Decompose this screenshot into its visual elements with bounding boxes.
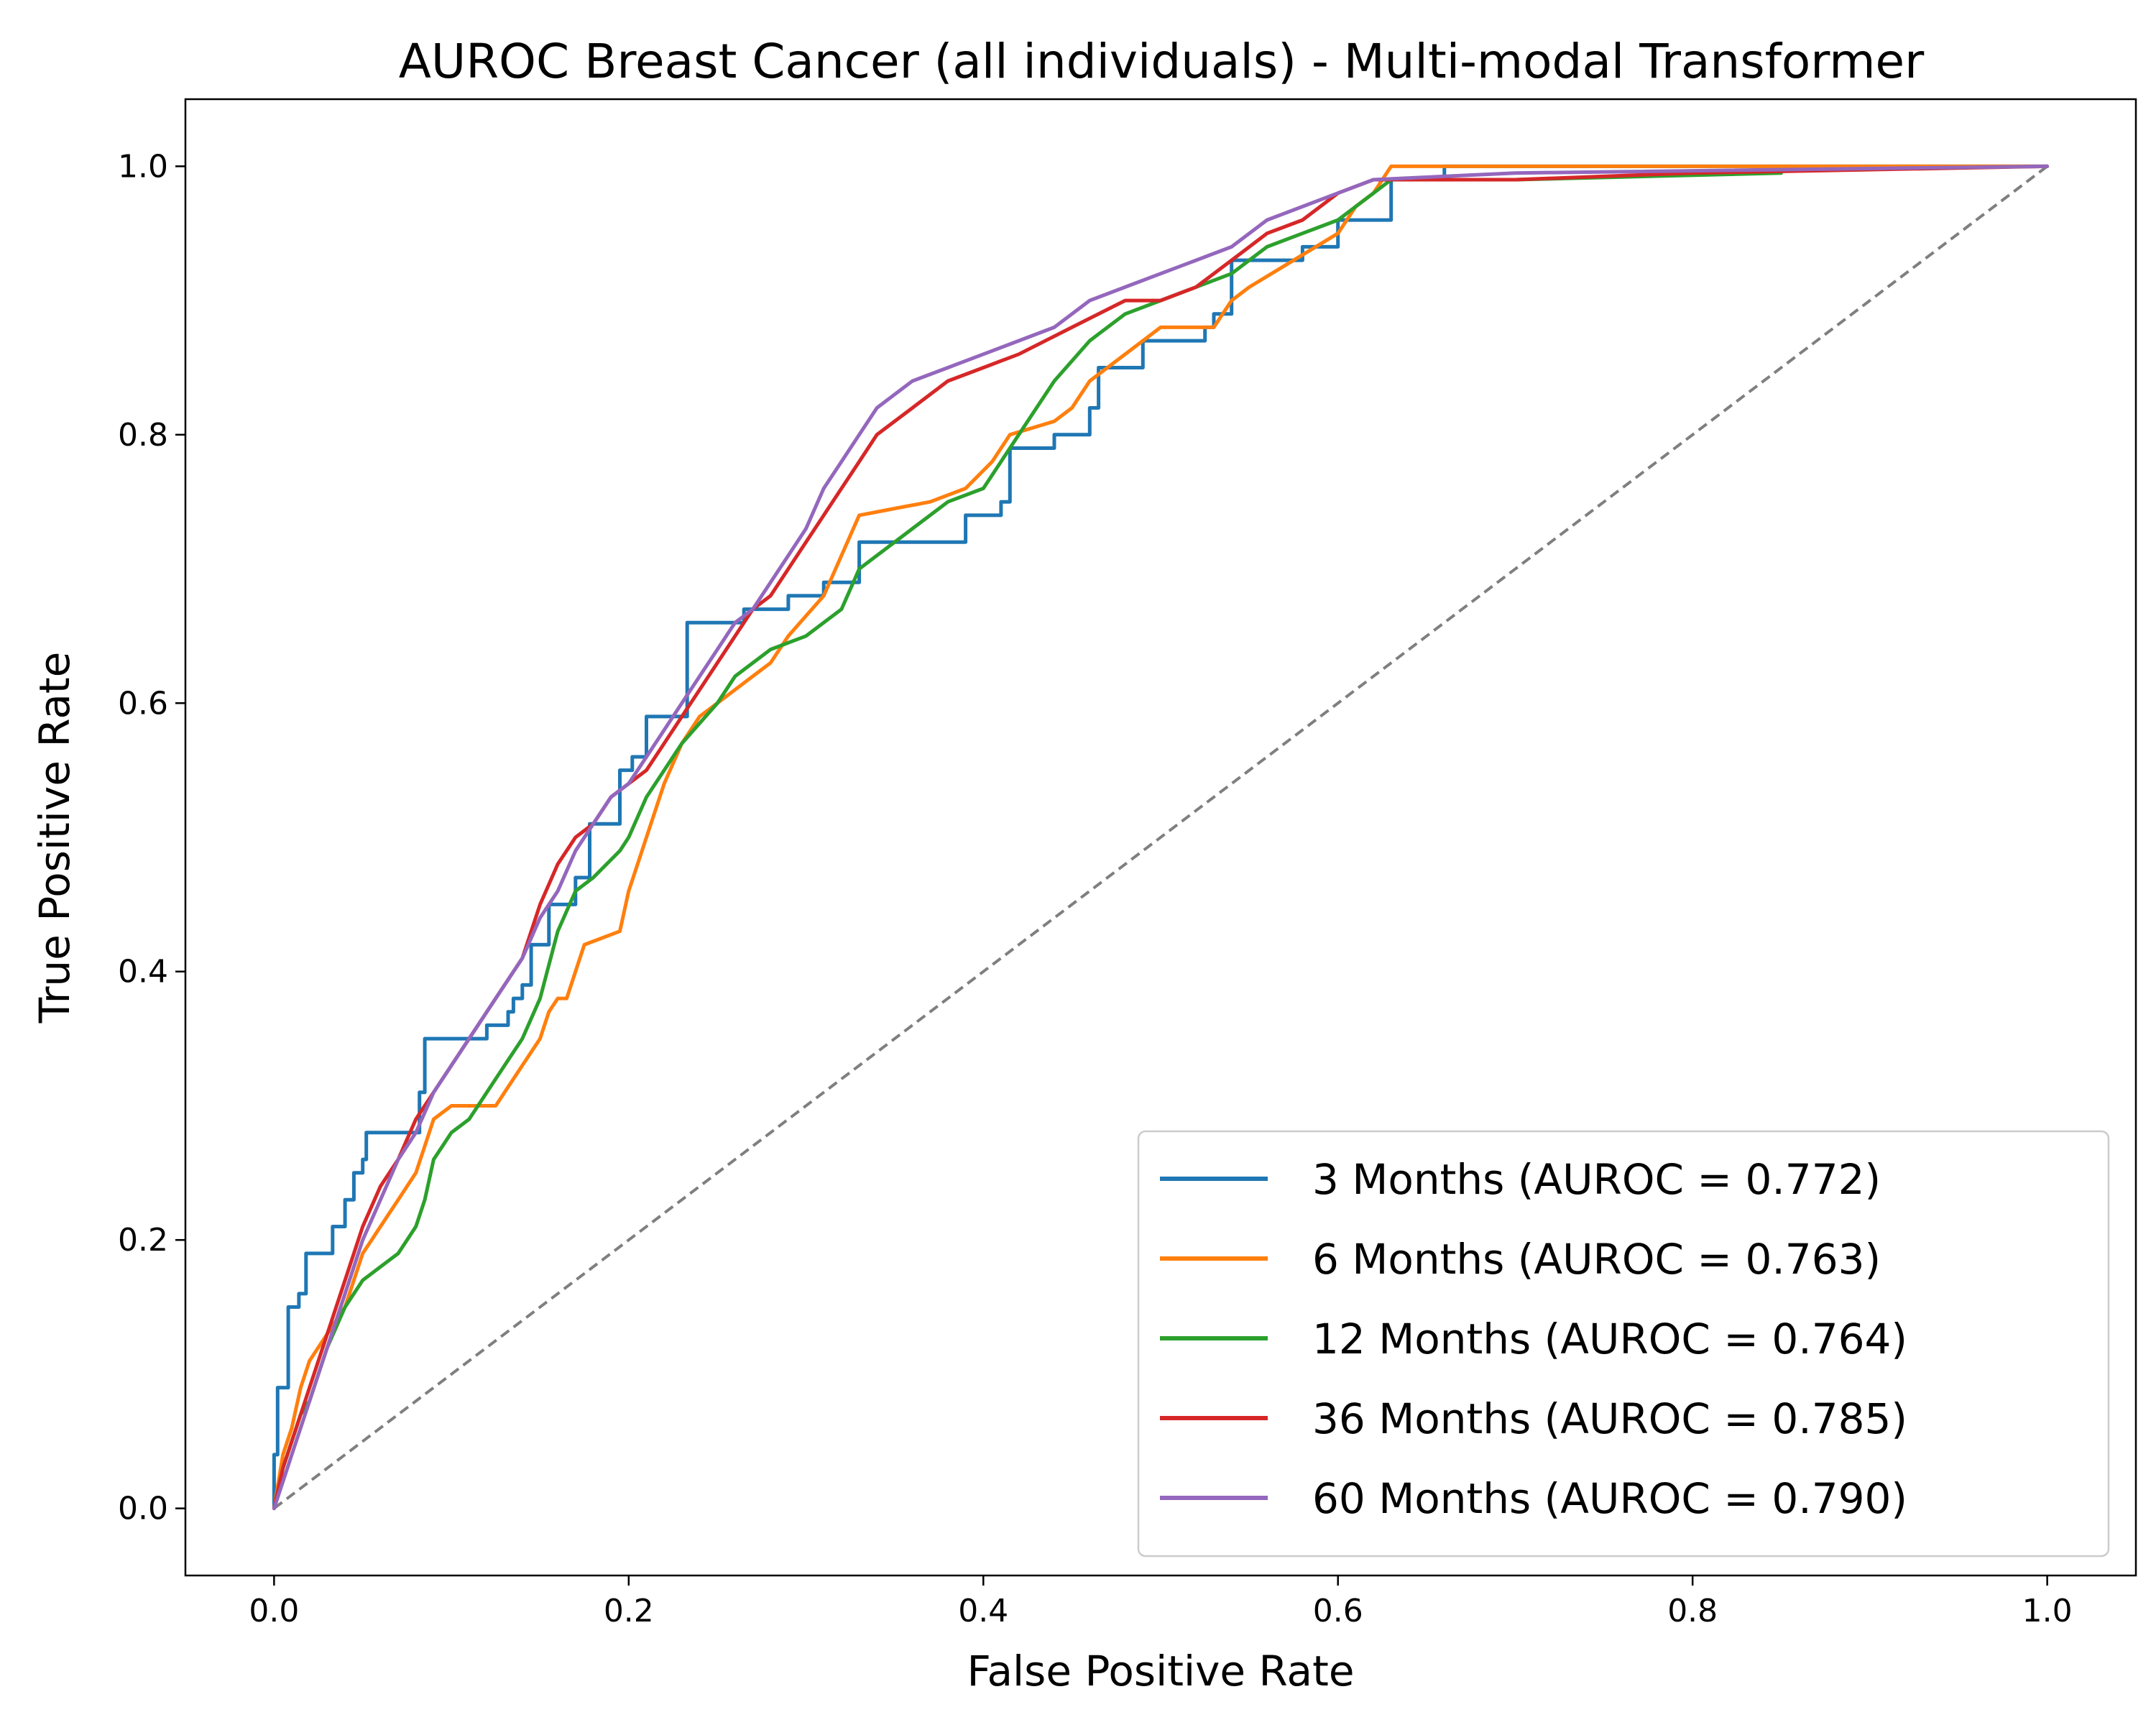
x-axis-label: False Positive Rate [967,1647,1354,1696]
legend-entry-3: 12 Months (AUROC = 0.764) [1312,1315,1907,1363]
y-axis: 0.0 0.2 0.4 0.6 0.8 1.0 [118,148,185,1527]
legend-entry-1: 3 Months (AUROC = 0.772) [1312,1155,1881,1204]
series-line-1 [272,164,2050,1511]
x-tick-label: 0.4 [958,1593,1008,1629]
y-tick-label: 0.6 [118,685,168,722]
y-tick-label: 0.4 [118,954,168,990]
y-tick-label: 0.0 [118,1491,168,1527]
chance-line [273,165,2048,1510]
x-axis: 0.0 0.2 0.4 0.6 0.8 1.0 [249,1576,2073,1629]
series-line-2 [272,164,2050,1511]
y-axis-label: True Positive Rate [30,652,79,1024]
x-tick-label: 0.2 [604,1593,654,1629]
x-tick-label: 0.6 [1313,1593,1363,1629]
plot-area [272,164,2050,1511]
x-tick-label: 0.8 [1667,1593,1718,1629]
chart-title: AUROC Breast Cancer (all individuals) - … [399,34,1925,89]
series-line-5 [272,164,2050,1511]
legend-entry-2: 6 Months (AUROC = 0.763) [1312,1235,1881,1284]
series-line-4 [272,164,2050,1511]
y-tick-label: 0.2 [118,1222,168,1259]
plot-frame [184,98,2137,1577]
legend-box [1137,1130,2110,1558]
x-tick-label: 1.0 [2022,1593,2073,1629]
legend-entry-4: 36 Months (AUROC = 0.785) [1312,1394,1907,1443]
x-tick-label: 0.0 [249,1593,299,1629]
y-tick-label: 1.0 [118,148,168,185]
legend-entry-5: 60 Months (AUROC = 0.790) [1312,1474,1907,1523]
y-tick-label: 0.8 [118,417,168,454]
legend: 3 Months (AUROC = 0.772) 6 Months (AUROC … [1137,1130,2110,1558]
